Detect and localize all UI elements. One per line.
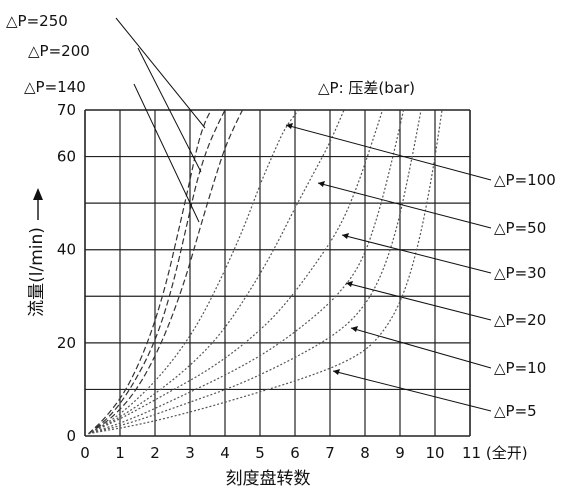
left-leader-p-200 bbox=[137, 47, 202, 173]
right-leader-arrow-icon-p-100 bbox=[286, 123, 293, 129]
x-tick-label-8: 8 bbox=[360, 444, 370, 462]
right-leader-arrow-icon-p-30 bbox=[342, 233, 349, 239]
x-tick-label-4: 4 bbox=[220, 444, 230, 462]
right-label-p-20: △P=20 bbox=[494, 311, 546, 329]
right-leader-arrow-icon-p-5 bbox=[333, 369, 340, 375]
x-tick-label-2: 2 bbox=[150, 444, 160, 462]
right-leader-arrow-icon-p-10 bbox=[351, 326, 358, 332]
y-axis-arrow-icon bbox=[33, 188, 43, 200]
x-tick-label-9: 9 bbox=[395, 444, 405, 462]
y-axis-title: 流量(l/min) bbox=[27, 227, 47, 317]
curve-p-250 bbox=[88, 109, 212, 435]
right-leader-p-100 bbox=[285, 124, 492, 181]
curve-p-20 bbox=[88, 109, 405, 435]
legend-title: △P: 压差(bar) bbox=[318, 79, 415, 97]
y-tick-label-3: 60 bbox=[57, 148, 76, 166]
y-tick-label-4: 70 bbox=[57, 101, 76, 119]
curve-p-50 bbox=[88, 109, 345, 435]
right-leader-arrow-icon-p-20 bbox=[346, 281, 353, 287]
right-leader-p-5 bbox=[332, 370, 492, 412]
right-leader-p-30 bbox=[341, 234, 492, 274]
right-label-p-5: △P=5 bbox=[494, 402, 537, 420]
x-tick-label-10: 10 bbox=[425, 444, 444, 462]
left-leader-p-250 bbox=[115, 17, 206, 129]
x-tick-label-5: 5 bbox=[255, 444, 265, 462]
curve-p-5 bbox=[88, 109, 443, 435]
right-label-p-50: △P=50 bbox=[494, 219, 546, 237]
y-tick-label-0: 0 bbox=[66, 427, 76, 445]
y-tick-label-2: 40 bbox=[57, 241, 76, 259]
right-label-p-10: △P=10 bbox=[494, 359, 546, 377]
x-axis-title: 刻度盘转数 bbox=[226, 469, 311, 489]
left-label-p-200: △P=200 bbox=[28, 42, 90, 60]
x-tick-label-0: 0 bbox=[80, 444, 90, 462]
y-tick-label-1: 20 bbox=[57, 334, 76, 352]
curve-layer bbox=[88, 109, 443, 435]
label-layer: 0 1 2 3 4 5 6 7 8 9 10 11 (全开) 0 20 40 60 70 刻度盘转数 流量(l/mi… bbox=[6, 12, 556, 489]
left-label-p-140: △P=140 bbox=[24, 78, 86, 96]
right-leader-arrow-icon-p-50 bbox=[318, 181, 325, 187]
curve-p-200 bbox=[88, 109, 226, 435]
right-leader-p-20 bbox=[345, 282, 492, 321]
curve-p-140 bbox=[88, 109, 244, 435]
right-leader-p-50 bbox=[317, 182, 492, 229]
x-tick-label-7: 7 bbox=[325, 444, 335, 462]
left-leader-p-140 bbox=[133, 83, 200, 223]
x-tick-label-11: 11 (全开) bbox=[462, 444, 528, 462]
right-leader-p-10 bbox=[350, 327, 492, 369]
x-tick-label-3: 3 bbox=[185, 444, 195, 462]
right-label-p-30: △P=30 bbox=[494, 264, 546, 282]
right-label-p-100: △P=100 bbox=[494, 171, 556, 189]
x-tick-label-6: 6 bbox=[290, 444, 300, 462]
left-label-p-250: △P=250 bbox=[6, 12, 68, 30]
curve-p-10 bbox=[88, 109, 422, 435]
x-tick-label-1: 1 bbox=[115, 444, 125, 462]
leader-layer bbox=[115, 17, 492, 412]
curve-p-100 bbox=[88, 109, 299, 435]
